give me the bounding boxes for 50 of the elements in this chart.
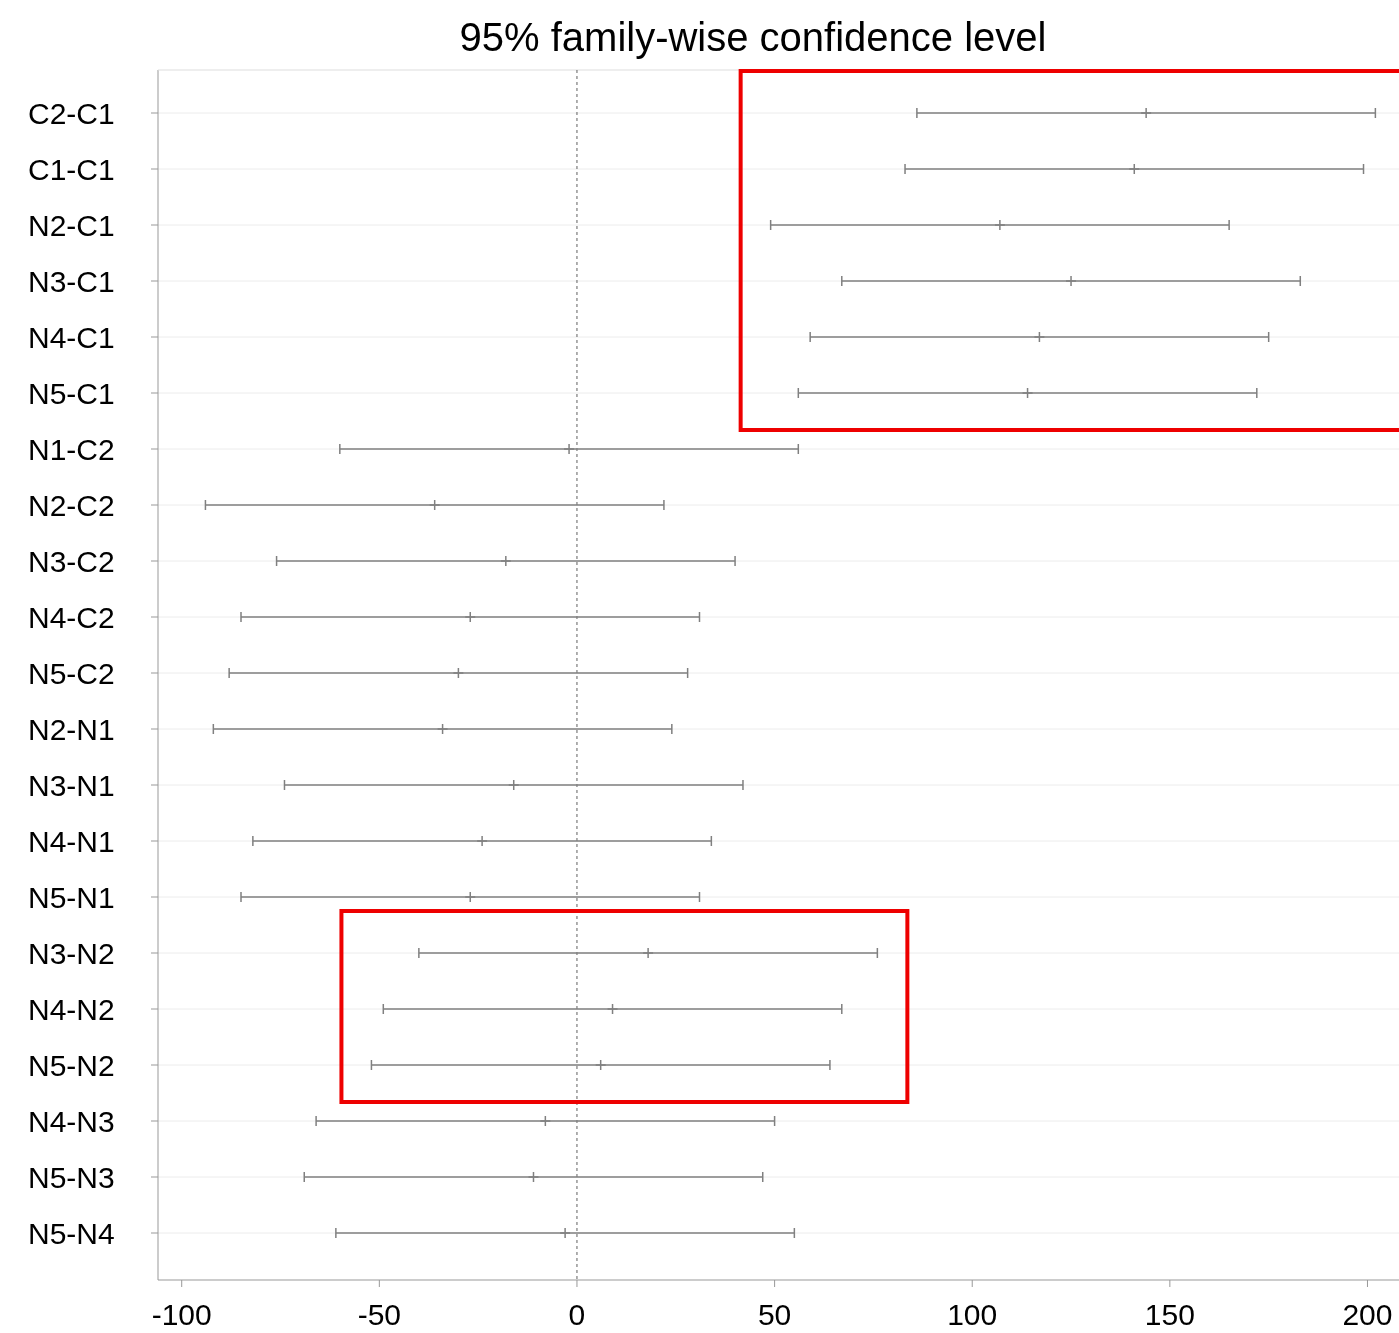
x-tick-label: 0: [568, 1298, 586, 1331]
y-tick-label: N5-C1: [28, 376, 115, 410]
y-tick-label: C2-C1: [28, 96, 115, 130]
point: [559, 1227, 571, 1239]
point: [464, 891, 476, 903]
y-tick-label: N5-N3: [28, 1160, 115, 1194]
y-tick-label: N1-C2: [28, 432, 115, 466]
point: [563, 443, 575, 455]
y-tick-label: N5-N2: [28, 1048, 115, 1082]
point: [452, 667, 465, 679]
y-tick-label: N4-C2: [28, 600, 115, 634]
y-tick-label: N3-C2: [28, 544, 115, 578]
point: [464, 611, 476, 623]
y-tick-label: N2-C1: [28, 208, 115, 242]
x-tick-label: -50: [357, 1298, 402, 1331]
point: [476, 835, 488, 847]
point: [606, 1003, 619, 1015]
x-tick-label: 200: [1342, 1298, 1393, 1331]
x-tick-label: 50: [757, 1298, 792, 1331]
y-tick-label: N2-C2: [28, 488, 115, 522]
y-tick-label: N4-C1: [28, 320, 115, 354]
y-tick-label: N4-N1: [28, 824, 115, 858]
point: [1033, 331, 1046, 343]
point: [436, 723, 449, 735]
y-tick-label: N3-N2: [28, 936, 115, 970]
y-tick-label: C1-C1: [28, 152, 115, 186]
y-tick-label: N2-N1: [28, 712, 115, 746]
x-tick-label: -100: [151, 1298, 212, 1331]
point: [642, 947, 654, 959]
y-tick-label: N3-N1: [28, 768, 115, 802]
point: [539, 1115, 552, 1127]
y-tick-label: N4-N2: [28, 992, 115, 1026]
point: [527, 1171, 540, 1183]
x-tick-label: 150: [1144, 1298, 1195, 1331]
y-tick-label: N5-N1: [28, 880, 115, 914]
point: [1021, 387, 1034, 399]
point: [1065, 275, 1077, 287]
point: [594, 1059, 607, 1071]
y-tick-label: N5-C2: [28, 656, 115, 690]
x-tick-label: 100: [947, 1298, 998, 1331]
chart-title: 95% family-wise confidence level: [459, 15, 1047, 59]
y-tick-label: N5-N4: [28, 1216, 115, 1250]
point: [500, 555, 512, 567]
point: [994, 219, 1006, 231]
y-tick-label: N4-N3: [28, 1104, 115, 1138]
y-tick-label: N3-C1: [28, 264, 115, 298]
point: [1140, 107, 1152, 119]
point: [428, 499, 441, 511]
point: [1128, 163, 1141, 175]
point: [507, 779, 520, 791]
